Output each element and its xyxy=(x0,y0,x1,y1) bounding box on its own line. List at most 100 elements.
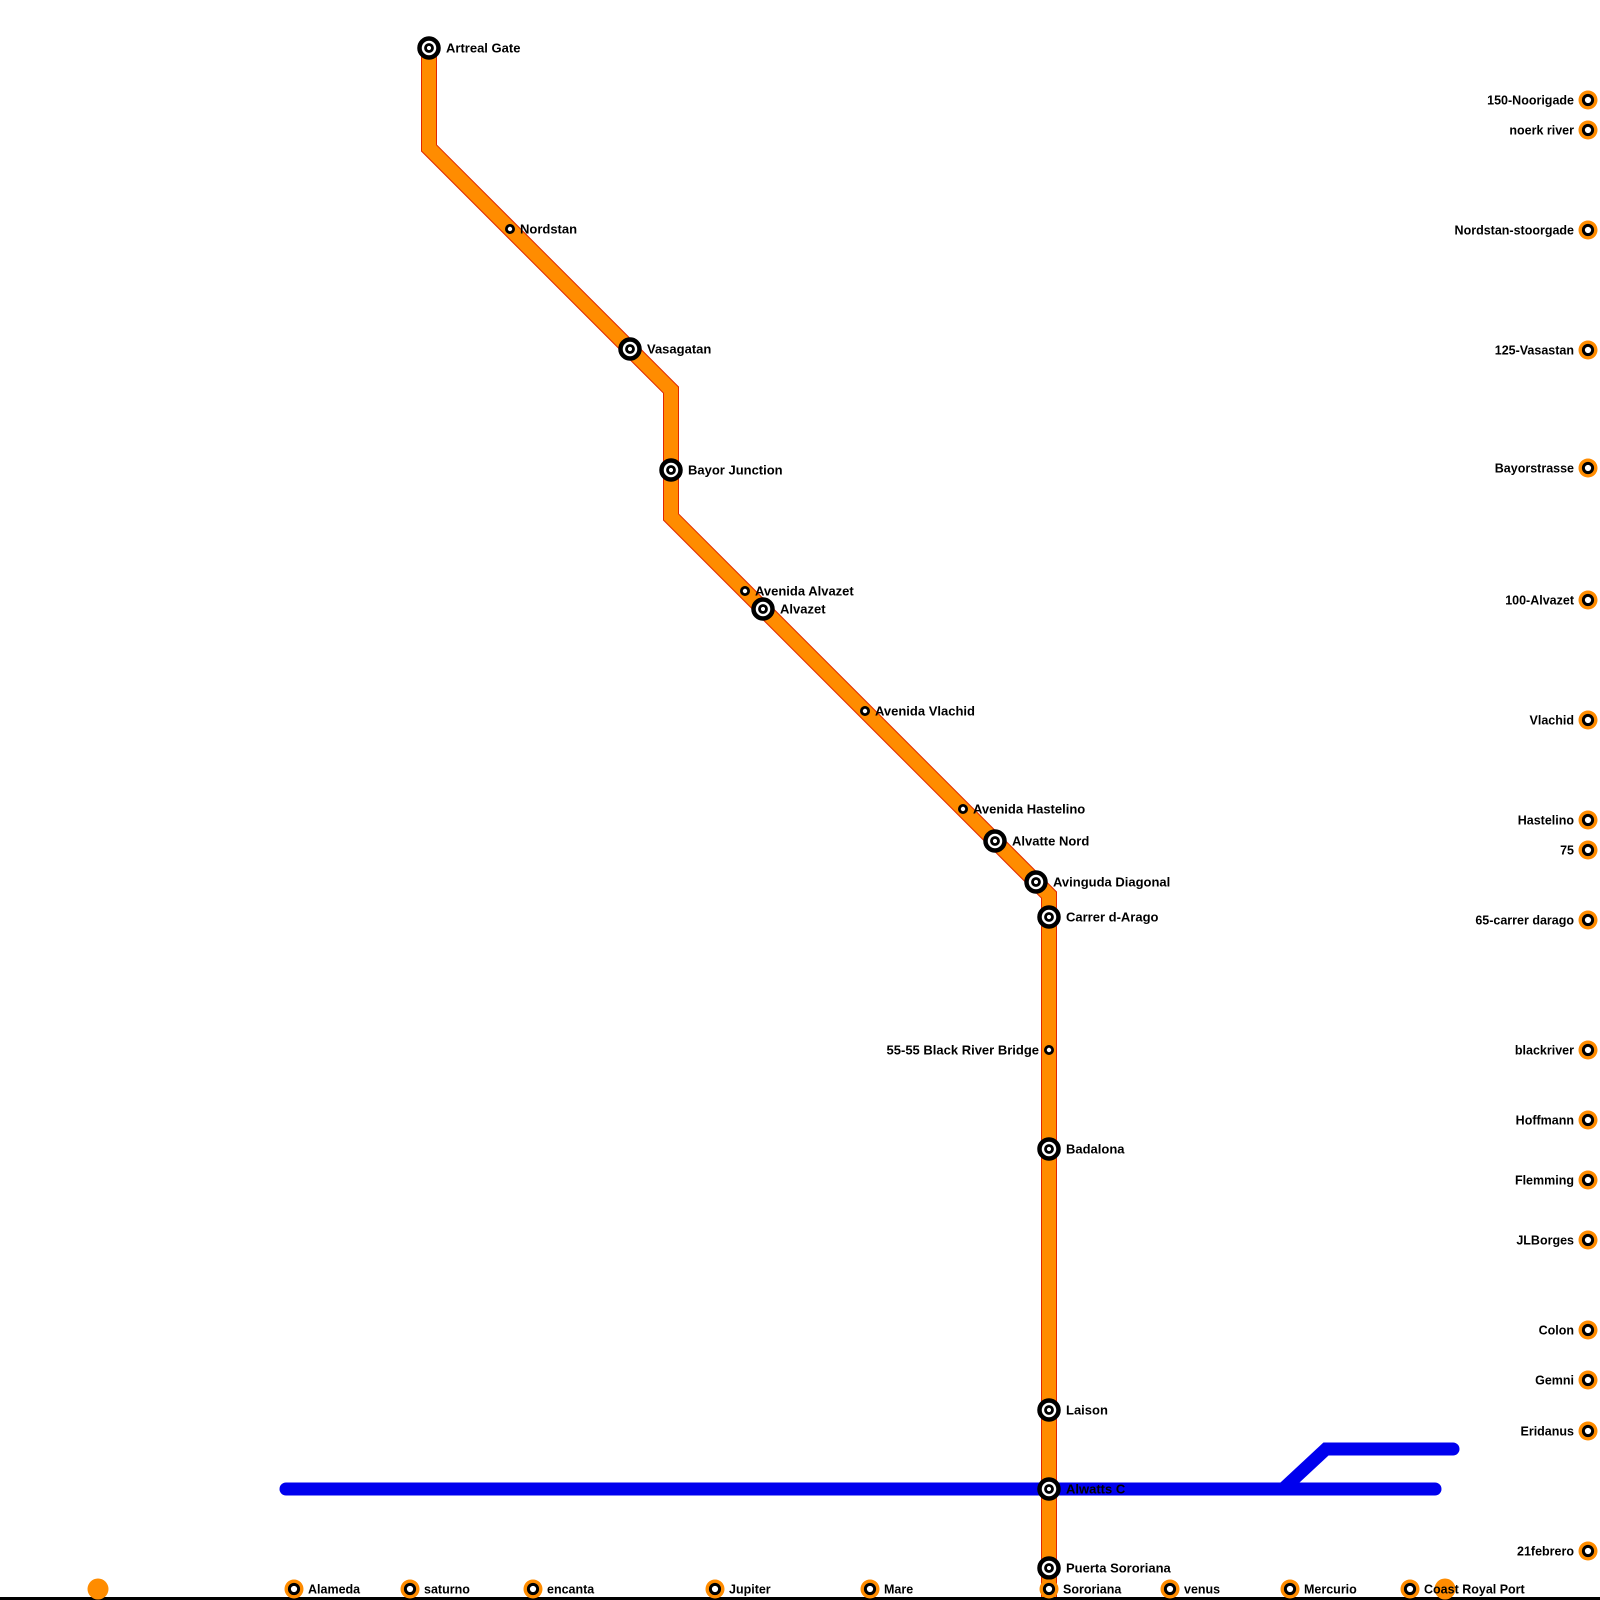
station-65-carrer-darago[interactable]: 65-carrer darago xyxy=(1475,910,1598,930)
station-label: Artreal Gate xyxy=(446,41,520,56)
edge-marker-icon xyxy=(1581,1373,1595,1387)
station-label: Bayor Junction xyxy=(688,463,783,478)
edge-marker-icon xyxy=(863,1582,877,1596)
station-label: noerk river xyxy=(1509,124,1574,138)
station-label: Hastelino xyxy=(1518,814,1575,828)
station-gemni[interactable]: Gemni xyxy=(1535,1370,1598,1390)
station-label: Colon xyxy=(1539,1324,1574,1338)
interchange-marker-inner-icon xyxy=(1044,912,1054,922)
station-noerk-river[interactable]: noerk river xyxy=(1509,120,1598,140)
station-label: Jupiter xyxy=(729,1583,771,1597)
station-label: Alameda xyxy=(308,1583,361,1597)
interchange-marker-inner-icon xyxy=(1044,1563,1054,1573)
station-flemming[interactable]: Flemming xyxy=(1515,1170,1598,1190)
station-coast-royal-port[interactable]: Coast Royal Port xyxy=(1400,1579,1526,1599)
edge-marker-icon xyxy=(1581,1173,1595,1187)
station-alameda[interactable]: Alameda xyxy=(284,1579,362,1599)
station-label: Vlachid xyxy=(1530,714,1574,728)
station-avenida-vlachid[interactable]: Avenida Vlachid xyxy=(860,704,975,719)
interchange-marker-inner-icon xyxy=(1044,1144,1054,1154)
station-venus[interactable]: venus xyxy=(1160,1579,1221,1599)
station-colon[interactable]: Colon xyxy=(1539,1320,1598,1340)
station-label: Carrer d-Arago xyxy=(1066,910,1159,925)
station-mare[interactable]: Mare xyxy=(860,1579,914,1599)
station-avenida-alvazet[interactable]: Avenida Alvazet xyxy=(740,584,854,599)
station-label: 55-55 Black River Bridge xyxy=(887,1043,1039,1058)
station-vasagatan[interactable]: Vasagatan xyxy=(618,337,712,361)
edge-marker-icon xyxy=(1581,843,1595,857)
station-label: Gemni xyxy=(1535,1374,1574,1388)
station-label: Avenida Vlachid xyxy=(875,704,975,719)
station-21febrero[interactable]: 21febrero xyxy=(1517,1541,1598,1561)
edge-marker-icon xyxy=(1581,343,1595,357)
station-artreal-gate[interactable]: Artreal Gate xyxy=(417,36,521,60)
interchange-marker-inner-icon xyxy=(1044,1405,1054,1415)
station-label: Flemming xyxy=(1515,1174,1574,1188)
station-label: Coast Royal Port xyxy=(1424,1583,1526,1597)
orange-line-fringe xyxy=(421,48,1057,1600)
edge-marker-icon xyxy=(1581,593,1595,607)
interchange-marker-inner-icon xyxy=(990,836,1000,846)
station-saturno[interactable]: saturno xyxy=(400,1579,471,1599)
station-125-vasastan[interactable]: 125-Vasastan xyxy=(1495,340,1598,360)
edge-marker-icon xyxy=(1581,1233,1595,1247)
interchange-marker-inner-icon xyxy=(1044,1484,1054,1494)
station-jupiter[interactable]: Jupiter xyxy=(705,1579,771,1599)
station-label: Avenida Hastelino xyxy=(973,802,1085,817)
station-carrer-d-arago[interactable]: Carrer d-Arago xyxy=(1037,905,1159,929)
stop-marker-icon xyxy=(958,804,969,815)
station-label: Alvazet xyxy=(780,602,826,617)
edge-marker-icon xyxy=(526,1582,540,1596)
station-label: 100-Alvazet xyxy=(1505,594,1575,608)
station-55-55-black-river-bridge[interactable]: 55-55 Black River Bridge xyxy=(887,1043,1055,1058)
interchange-marker-inner-icon xyxy=(1031,877,1041,887)
station-avinguda-diagonal[interactable]: Avinguda Diagonal xyxy=(1024,870,1171,894)
edge-marker-icon xyxy=(1403,1582,1417,1596)
edge-marker-icon xyxy=(1581,713,1595,727)
station-label: Alvatte Nord xyxy=(1012,834,1089,849)
edge-marker-icon xyxy=(1581,1323,1595,1337)
edge-marker-icon xyxy=(1581,813,1595,827)
station-sororiana[interactable]: Sororiana xyxy=(1039,1579,1123,1599)
edge-marker-icon xyxy=(1581,93,1595,107)
edge-marker-icon xyxy=(287,1582,301,1596)
station-avenida-hastelino[interactable]: Avenida Hastelino xyxy=(958,802,1085,817)
interchange-marker-inner-icon xyxy=(758,604,768,614)
station-vlachid[interactable]: Vlachid xyxy=(1530,710,1598,730)
station-encanta[interactable]: encanta xyxy=(523,1579,596,1599)
station-bayor-junction[interactable]: Bayor Junction xyxy=(659,458,783,482)
station-nordstan[interactable]: Nordstan xyxy=(504,222,577,237)
station-hastelino[interactable]: Hastelino xyxy=(1518,810,1598,830)
interchange-marker-inner-icon xyxy=(625,344,635,354)
station-100-alvazet[interactable]: 100-Alvazet xyxy=(1505,590,1598,610)
station-laison[interactable]: Laison xyxy=(1037,1398,1108,1422)
station-eridanus[interactable]: Eridanus xyxy=(1521,1421,1598,1441)
station-blackriver[interactable]: blackriver xyxy=(1515,1040,1598,1060)
station-mercurio[interactable]: Mercurio xyxy=(1280,1579,1358,1599)
station-label: 65-carrer darago xyxy=(1475,914,1574,928)
station-alvazet[interactable]: Alvazet xyxy=(751,597,827,621)
station-hoffmann[interactable]: Hoffmann xyxy=(1516,1110,1598,1130)
station-nordstan-stoorgade[interactable]: Nordstan-stoorgade xyxy=(1455,220,1598,240)
line-terminus-dot-1 xyxy=(87,1578,109,1600)
blue-line-branch xyxy=(1276,1442,1460,1496)
station-label: Alwatts C xyxy=(1066,1482,1126,1497)
stop-marker-icon xyxy=(740,586,751,597)
edge-marker-icon xyxy=(1581,1424,1595,1438)
station-puerta-sororiana[interactable]: Puerta Sororiana xyxy=(1037,1556,1172,1580)
station-label: 75 xyxy=(1560,844,1574,858)
station-jlborges[interactable]: JLBorges xyxy=(1516,1230,1598,1250)
station-badalona[interactable]: Badalona xyxy=(1037,1137,1126,1161)
station-alwatts-c[interactable]: Alwatts C xyxy=(1037,1477,1126,1501)
station-label: Vasagatan xyxy=(647,342,711,357)
station-label: 21febrero xyxy=(1517,1545,1574,1559)
interchange-marker-inner-icon xyxy=(424,43,434,53)
station-150-noorigade[interactable]: 150-Noorigade xyxy=(1487,90,1598,110)
station-75[interactable]: 75 xyxy=(1560,840,1598,860)
edge-marker-icon xyxy=(708,1582,722,1596)
station-bayorstrasse[interactable]: Bayorstrasse xyxy=(1495,458,1598,478)
station-alvatte-nord[interactable]: Alvatte Nord xyxy=(983,829,1090,853)
station-label: JLBorges xyxy=(1516,1234,1574,1248)
